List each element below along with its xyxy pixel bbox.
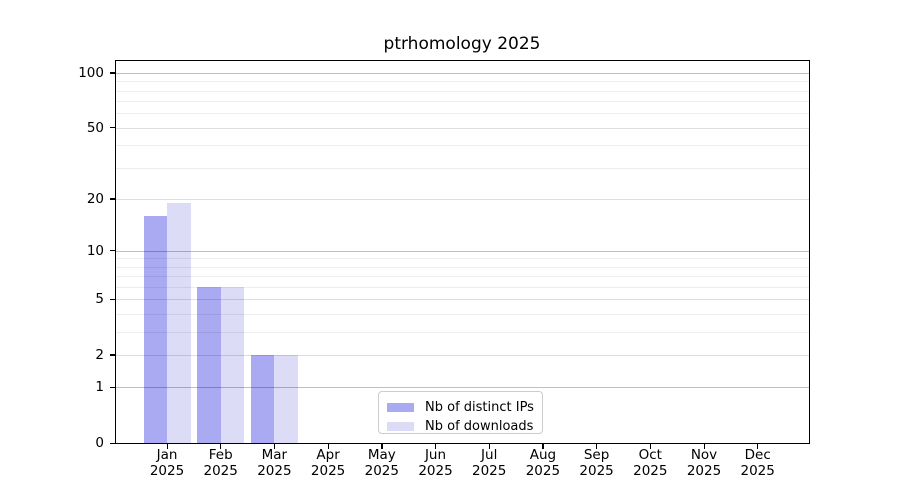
gridline [116, 72, 809, 74]
x-tick-label: Feb 2025 [203, 447, 238, 479]
x-tick-mark [220, 444, 222, 449]
y-tick-label: 10 [86, 242, 104, 259]
y-tick-mark [110, 298, 115, 301]
y-tick-label: 2 [95, 346, 104, 363]
gridline [116, 145, 809, 147]
gridline [116, 258, 809, 260]
legend: Nb of distinct IPs Nb of downloads [378, 391, 543, 434]
x-tick-mark [596, 444, 598, 449]
x-tick-label: Sep 2025 [579, 447, 614, 479]
y-tick-mark [110, 127, 115, 129]
y-tick-mark [110, 250, 115, 252]
gridline [116, 250, 809, 252]
x-tick-label: Mar 2025 [257, 447, 292, 479]
x-tick-label: Apr 2025 [310, 447, 346, 479]
x-tick-label: Jun 2025 [418, 447, 453, 479]
y-tick-label: 50 [86, 119, 104, 136]
bar-downloads-jan [167, 202, 191, 443]
x-tick-mark [757, 444, 759, 449]
y-tick-mark [110, 442, 115, 444]
legend-swatch [387, 403, 414, 412]
y-tick-mark [110, 354, 115, 356]
plot-area: 0 1 2 5 10 20 50 100 Jan 2025 Feb 2025 Mar 2025 Apr 202… [78, 60, 810, 478]
y-tick-mark [110, 198, 115, 200]
gridline [116, 266, 809, 268]
gridline [116, 198, 809, 200]
legend-item: Nb of downloads [387, 417, 542, 436]
gridline [116, 90, 809, 92]
legend-swatch [387, 422, 414, 431]
y-tick-label: 100 [78, 64, 104, 81]
x-tick-label: Jan 2025 [149, 447, 185, 479]
bar-downloads-feb [220, 286, 245, 443]
y-tick-label: 0 [95, 435, 104, 451]
x-tick-mark [542, 444, 544, 449]
x-tick-mark [435, 444, 437, 449]
x-tick-mark [381, 444, 383, 449]
y-tick-label: 1 [95, 379, 104, 396]
bar-distinct-ips-mar [250, 354, 275, 443]
x-tick-mark [166, 444, 168, 449]
gridline [116, 276, 809, 278]
x-tick-label: Dec 2025 [740, 447, 775, 479]
x-tick-mark [649, 444, 652, 449]
y-tick-label: 5 [95, 291, 104, 308]
x-tick-label: May 2025 [364, 447, 399, 479]
legend-label: Nb of downloads [425, 418, 534, 434]
bar-downloads-mar [274, 354, 298, 443]
y-tick-mark [110, 386, 115, 389]
gridline [116, 81, 809, 83]
chart-title: ptrhomology 2025 [383, 34, 541, 54]
x-tick-mark [273, 444, 276, 449]
gridline [116, 101, 809, 103]
x-tick-label: Nov 2025 [686, 447, 722, 479]
legend-item: Nb of distinct IPs [387, 398, 542, 417]
x-tick-label: Aug 2025 [525, 447, 561, 479]
x-tick-mark [327, 444, 329, 449]
bar-distinct-ips-jan [143, 215, 167, 443]
gridline [116, 127, 809, 129]
legend-label: Nb of distinct IPs [425, 399, 534, 415]
x-tick-mark [703, 444, 705, 449]
gridline [116, 113, 809, 115]
gridline [116, 167, 809, 169]
x-tick-label: Oct 2025 [633, 447, 668, 479]
y-tick-mark [110, 72, 115, 74]
x-tick-label: Jul 2025 [472, 447, 507, 479]
y-tick-label: 20 [86, 190, 104, 207]
x-tick-mark [488, 444, 490, 449]
bar-distinct-ips-feb [197, 286, 221, 443]
